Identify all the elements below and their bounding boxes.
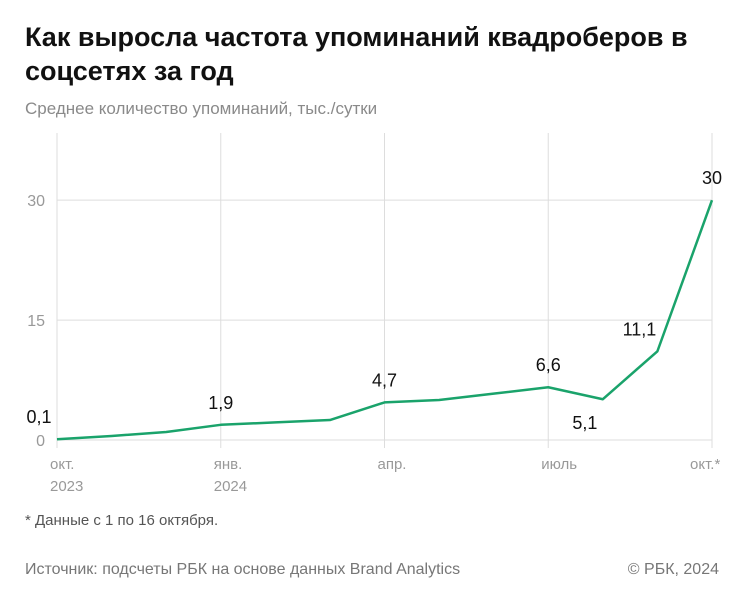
copyright: © РБК, 2024 (627, 561, 719, 578)
data-label: 1,9 (208, 393, 233, 413)
x-tick-label: окт.* (690, 456, 721, 473)
y-tick-label: 15 (27, 313, 45, 330)
chart-subtitle: Среднее количество упоминаний, тыс./сутк… (25, 99, 378, 118)
data-label: 11,1 (623, 319, 657, 339)
footnote: * Данные с 1 по 16 октября. (25, 512, 219, 529)
x-tick-label: окт. 2023 (50, 456, 84, 495)
data-label: 0,1 (26, 407, 51, 427)
x-tick-label: янв. 2024 (213, 456, 248, 495)
data-label: 30 (702, 168, 722, 188)
data-label: 5,1 (572, 413, 597, 433)
data-label: 4,7 (372, 370, 397, 390)
data-label: 6,6 (536, 355, 561, 375)
line (56, 199, 714, 441)
x-tick-label: апр. (377, 456, 407, 473)
y-tick-label: 30 (27, 193, 45, 210)
y-tick-label: 0 (36, 433, 45, 450)
x-tick-label: июль (541, 456, 578, 473)
chart-title: Как выросла частота упоминаний квадробер… (25, 22, 688, 86)
source: Источник: подсчеты РБК на основе данных … (25, 561, 461, 578)
